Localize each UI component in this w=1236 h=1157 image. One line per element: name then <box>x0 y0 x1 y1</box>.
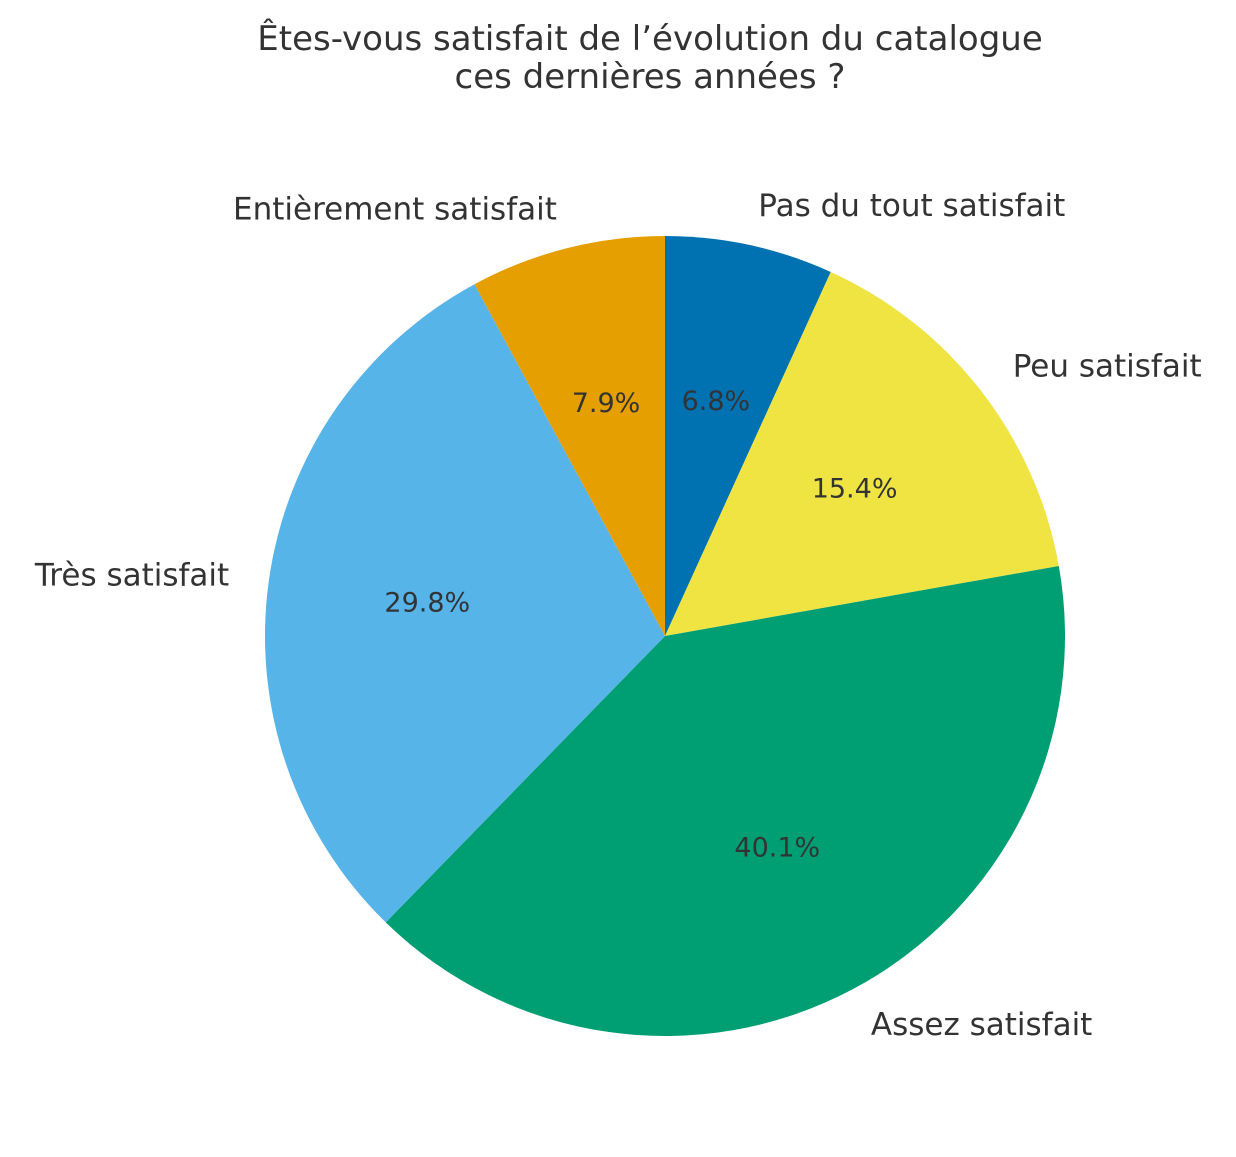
pie-category-label-peu-satisfait: Peu satisfait <box>1013 348 1202 384</box>
chart-title-line-2: ces dernières années ? <box>454 57 846 97</box>
pie-pct-label-pas-du-tout-satisfait: 6.8% <box>682 386 751 417</box>
pie-category-label-assez-satisfait: Assez satisfait <box>871 1007 1092 1043</box>
pie-pct-label-tres-satisfait: 29.8% <box>384 587 470 618</box>
pie-category-label-entierement-satisfait: Entièrement satisfait <box>233 192 557 228</box>
pie-slice-peu-satisfait <box>665 271 1059 636</box>
pie-slice-entierement-satisfait <box>474 236 665 636</box>
pie-slice-assez-satisfait <box>385 565 1066 1037</box>
pie-pct-label-peu-satisfait: 15.4% <box>812 473 898 504</box>
chart-title-line-1: Êtes-vous satisfait de l’évolution du ca… <box>257 19 1043 59</box>
pie-slice-tres-satisfait <box>264 284 665 923</box>
pie-category-label-tres-satisfait: Très satisfait <box>34 557 229 593</box>
pie-category-label-pas-du-tout-satisfait: Pas du tout satisfait <box>758 188 1065 224</box>
pie-labels: 6.8% Pas du tout satisfait 15.4% Peu satisf… <box>34 188 1202 1043</box>
pie-pct-label-entierement-satisfait: 7.9% <box>572 388 641 419</box>
pie-slice-pas-du-tout-satisfait <box>665 236 831 636</box>
pie-slices <box>264 236 1066 1037</box>
chart-title: Êtes-vous satisfait de l’évolution du ca… <box>0 20 1236 96</box>
pie-pct-label-assez-satisfait: 40.1% <box>734 833 820 864</box>
